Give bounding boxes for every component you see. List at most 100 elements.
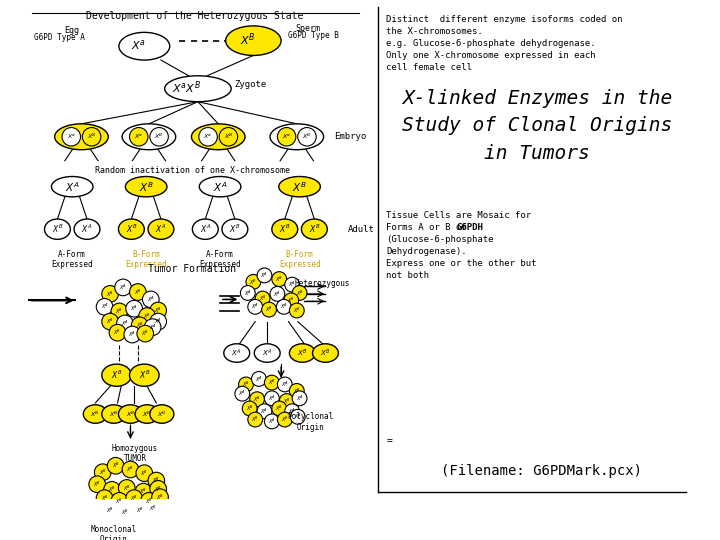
Text: $X^B$: $X^B$ [135, 321, 144, 330]
Circle shape [143, 291, 159, 308]
Ellipse shape [199, 177, 241, 197]
Circle shape [242, 401, 257, 416]
Ellipse shape [312, 344, 338, 362]
Text: $X^A$: $X^A$ [238, 389, 246, 399]
Text: $X^B$: $X^B$ [283, 396, 291, 406]
Text: =: = [387, 436, 392, 446]
Text: $X^B$: $X^B$ [309, 223, 320, 235]
Text: $X^B$: $X^B$ [268, 378, 276, 387]
Text: $X^A$: $X^A$ [154, 317, 162, 326]
Circle shape [136, 465, 153, 482]
Ellipse shape [272, 219, 297, 239]
Text: Distinct  different enzyme isoforms coded on: Distinct different enzyme isoforms coded… [387, 15, 623, 24]
Ellipse shape [150, 405, 174, 423]
Circle shape [285, 404, 300, 418]
Text: Adult: Adult [348, 225, 374, 234]
Ellipse shape [254, 344, 280, 362]
Text: $X^B$: $X^B$ [130, 494, 138, 503]
Circle shape [264, 391, 279, 406]
Text: $X^A$: $X^A$ [231, 347, 242, 359]
Text: $X^A$: $X^A$ [130, 304, 138, 313]
Circle shape [111, 492, 127, 509]
Text: Development of the Heterozygous State: Development of the Heterozygous State [86, 11, 304, 21]
Text: $X^B$: $X^B$ [106, 289, 114, 299]
Ellipse shape [224, 344, 250, 362]
Text: $X^B$: $X^B$ [108, 485, 116, 495]
Text: G6PD Type B: G6PD Type B [289, 31, 339, 40]
Text: Dehydrogenase).: Dehydrogenase). [387, 247, 467, 256]
Ellipse shape [45, 219, 71, 239]
Text: $X^A$: $X^A$ [121, 319, 129, 328]
Circle shape [290, 409, 305, 424]
Text: $X^B$: $X^B$ [140, 487, 148, 496]
Ellipse shape [122, 124, 176, 150]
Text: $X^B$: $X^B$ [251, 415, 259, 424]
Text: $X^a$: $X^a$ [134, 133, 143, 141]
Ellipse shape [192, 219, 218, 239]
Circle shape [94, 464, 111, 481]
Text: $X^B$: $X^B$ [91, 409, 100, 418]
Circle shape [246, 274, 261, 289]
Text: $X^B$: $X^B$ [297, 347, 307, 359]
Circle shape [255, 291, 270, 306]
Text: A-Form
Expressed: A-Form Expressed [51, 249, 93, 269]
Text: $X^B$: $X^B$ [93, 480, 102, 489]
Text: $X^B$: $X^B$ [258, 294, 266, 303]
Text: $X^B$: $X^B$ [115, 307, 123, 316]
Ellipse shape [51, 177, 93, 197]
Text: $X^B$: $X^B$ [153, 476, 161, 485]
Text: $X^B$: $X^B$ [242, 380, 250, 389]
Text: $X^B$: $X^B$ [99, 468, 107, 477]
Circle shape [261, 302, 276, 317]
Circle shape [150, 481, 166, 497]
Text: Study of Clonal Origins: Study of Clonal Origins [402, 117, 672, 136]
Circle shape [219, 127, 238, 146]
Ellipse shape [279, 177, 320, 197]
Text: $X^B$: $X^B$ [114, 328, 122, 338]
Text: $X^B$: $X^B$ [143, 409, 152, 418]
Circle shape [150, 313, 166, 330]
Text: $X^B$: $X^B$ [279, 223, 291, 235]
Text: $X^B$: $X^B$ [224, 132, 233, 141]
Text: $X^A$: $X^A$ [288, 407, 296, 416]
Circle shape [144, 500, 161, 517]
Text: $X^B$: $X^B$ [127, 465, 135, 474]
Ellipse shape [102, 364, 131, 386]
Circle shape [130, 284, 146, 300]
Text: $X^A$: $X^A$ [156, 223, 167, 235]
Text: $X^B$: $X^B$ [240, 31, 256, 48]
Circle shape [126, 300, 143, 317]
Circle shape [250, 392, 264, 407]
Text: Tissue Cells are Mosaic for: Tissue Cells are Mosaic for [387, 211, 531, 220]
Text: $X^A$: $X^A$ [296, 394, 304, 403]
Circle shape [107, 457, 124, 474]
Text: $X^A$: $X^A$ [288, 280, 296, 289]
Text: Random inactivation of one X-chromosome: Random inactivation of one X-chromosome [95, 166, 290, 176]
Text: Egg: Egg [65, 26, 80, 35]
Text: $X^B$: $X^B$ [246, 404, 253, 413]
Text: cell female cell: cell female cell [387, 63, 472, 72]
Text: $X^B$: $X^B$ [111, 369, 122, 381]
Circle shape [82, 127, 101, 146]
Text: $X^B$: $X^B$ [154, 484, 162, 494]
Text: G6PD Type A: G6PD Type A [34, 33, 85, 42]
Text: $X^A$: $X^A$ [274, 289, 282, 299]
Text: $X^B$: $X^B$ [295, 288, 304, 298]
Circle shape [122, 461, 139, 478]
Text: $X^B$: $X^B$ [109, 409, 119, 418]
Text: $X^A$: $X^A$ [294, 412, 302, 421]
Text: $X^A$: $X^A$ [280, 302, 288, 312]
Circle shape [257, 404, 272, 418]
Ellipse shape [289, 344, 315, 362]
Text: $X^B$: $X^B$ [281, 415, 289, 424]
Text: Zygote: Zygote [235, 79, 267, 89]
Text: $X^A$: $X^A$ [244, 288, 252, 298]
Text: $X^A$: $X^A$ [268, 394, 276, 403]
Circle shape [235, 386, 250, 401]
Circle shape [292, 391, 307, 406]
Circle shape [130, 127, 148, 146]
Circle shape [96, 490, 113, 507]
Text: Forms A or B of: Forms A or B of [387, 222, 472, 232]
Text: (Filename: G6PDMark.pcx): (Filename: G6PDMark.pcx) [441, 464, 642, 478]
Text: Monoclonal
Origin: Monoclonal Origin [91, 525, 137, 540]
